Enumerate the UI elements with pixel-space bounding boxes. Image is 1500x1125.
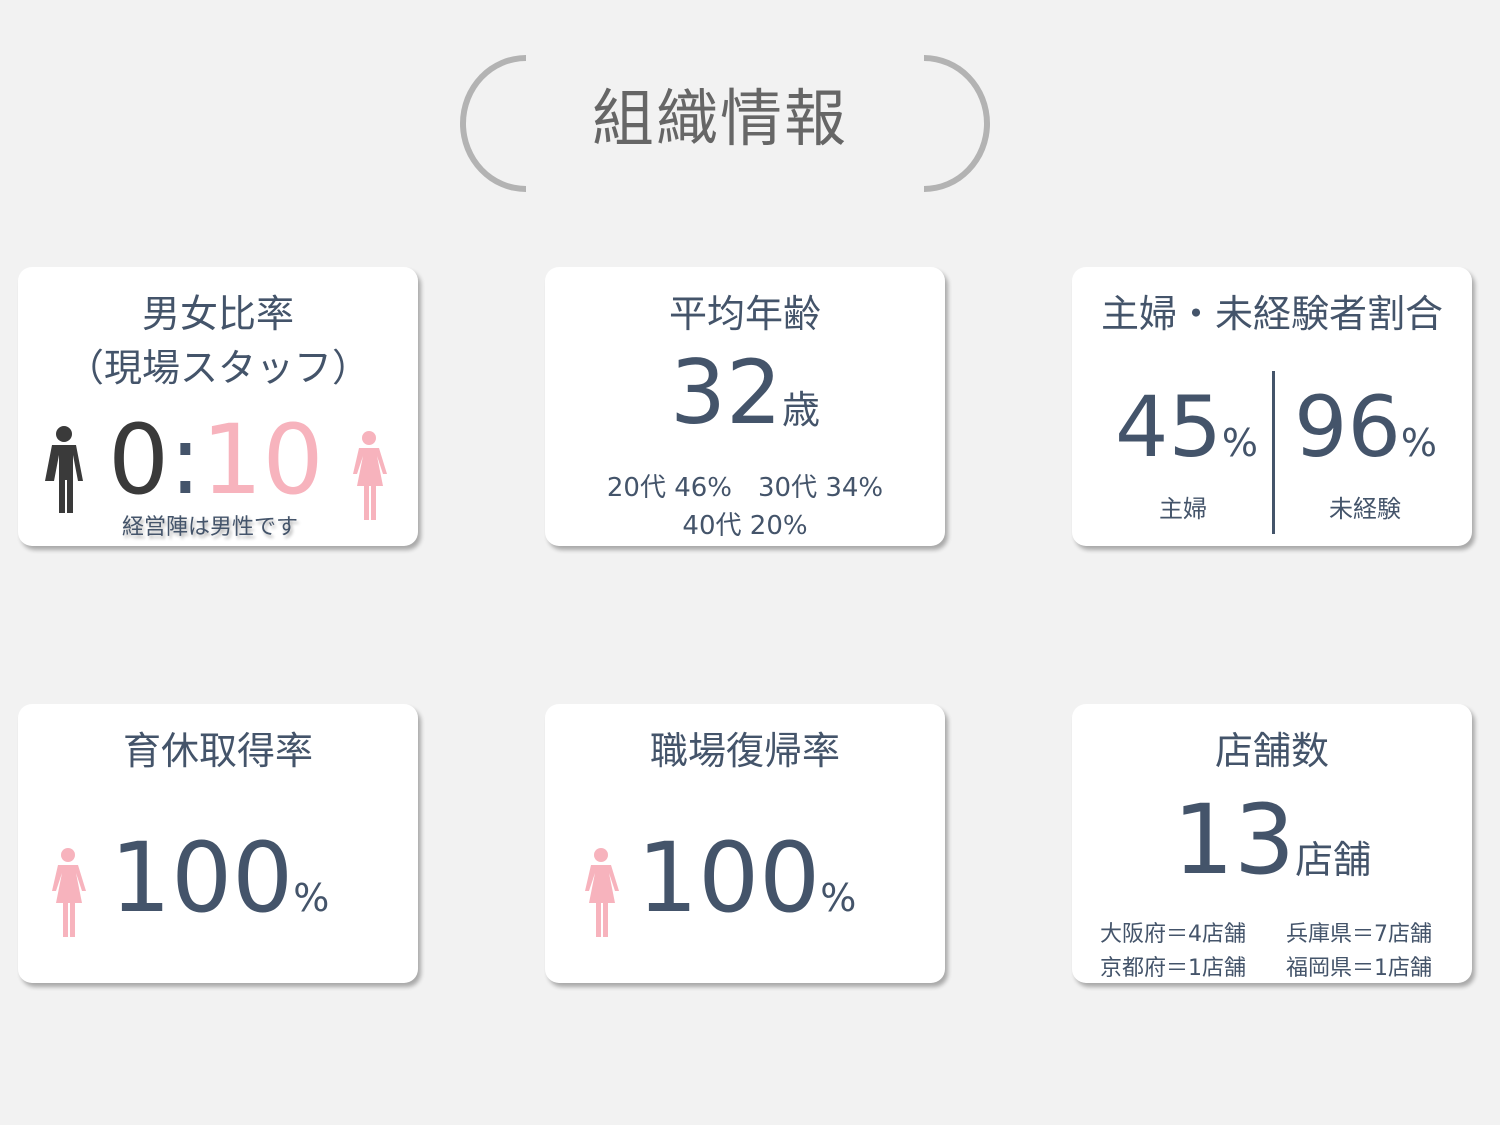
store-fukuoka: 福岡県＝1店舗 <box>1286 956 1432 981</box>
card-title: 職場復帰率 <box>649 729 840 773</box>
store-count-value: 13 <box>1172 784 1296 896</box>
childcare-leave-rate: 100 <box>110 822 294 934</box>
age-breakdown-line1: 20代 46% 30代 34% <box>606 473 884 503</box>
male-person-icon <box>45 426 83 513</box>
age-breakdown-line2: 40代 20% <box>682 511 808 541</box>
childcare-leave-card: 育休取得率 100% <box>18 704 418 983</box>
store-count-card: 店舗数 13店舗 大阪府＝4店舗 兵庫県＝7店舗 京都府＝1店舗 福岡県＝1店舗 <box>1072 704 1472 983</box>
divider <box>1272 371 1275 534</box>
age-unit: 歳 <box>781 388 820 432</box>
page-title: 組織情報 <box>591 82 848 155</box>
ratio-separator: : <box>169 404 202 516</box>
card-title: 主婦・未経験者割合 <box>1100 292 1443 336</box>
average-age-card: 平均年齢 32歳 20代 46% 30代 34% 40代 20% <box>545 267 945 546</box>
store-unit: 店舗 <box>1295 838 1372 882</box>
female-count: 10 <box>201 404 324 516</box>
percent-unit: % <box>293 876 330 920</box>
male-count: 0 <box>108 404 170 516</box>
percent-unit: % <box>1400 421 1437 465</box>
housewife-label: 主婦 <box>1159 495 1207 523</box>
female-person-icon <box>585 848 619 937</box>
store-kyoto: 京都府＝1店舗 <box>1100 956 1246 981</box>
inexperienced-label: 未経験 <box>1329 495 1401 523</box>
return-to-work-card: 職場復帰率 100% <box>545 704 945 983</box>
store-osaka: 大阪府＝4店舗 <box>1100 922 1246 947</box>
average-age-value: 32 <box>670 341 782 444</box>
store-breakdown: 大阪府＝4店舗 兵庫県＝7店舗 京都府＝1店舗 福岡県＝1店舗 <box>1100 918 1432 986</box>
percent-unit: % <box>1221 421 1258 465</box>
card-title: 平均年齢 <box>668 292 821 336</box>
percent-unit: % <box>820 876 857 920</box>
card-title: 育休取得率 <box>122 729 313 773</box>
inexperienced-percent: 96 <box>1294 378 1401 476</box>
housewife-percent: 45 <box>1115 378 1222 476</box>
card-subtitle: （現場スタッフ） <box>65 346 370 390</box>
return-to-work-rate: 100 <box>637 822 821 934</box>
gender-ratio-card: 男女比率 （現場スタッフ） 0:10 経営陣は男性です <box>18 267 418 546</box>
housewife-inexperienced-card: 主婦・未経験者割合 45% 主婦 96% 未経験 <box>1072 267 1472 546</box>
management-note: 経営陣は男性です <box>121 515 298 540</box>
female-person-icon <box>353 431 387 520</box>
female-person-icon <box>52 848 86 937</box>
card-title: 男女比率 <box>141 292 294 336</box>
store-hyogo: 兵庫県＝7店舗 <box>1286 922 1432 947</box>
card-title: 店舗数 <box>1214 729 1329 773</box>
